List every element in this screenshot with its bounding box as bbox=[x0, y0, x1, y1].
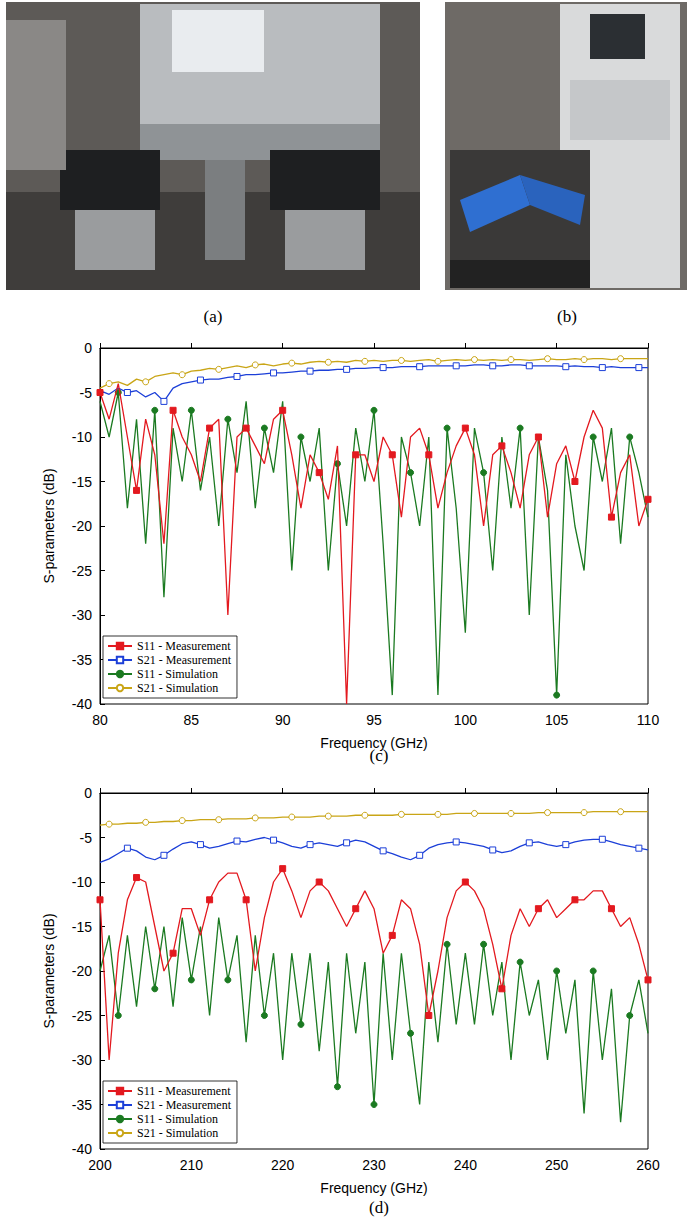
svg-text:S21 - Measurement: S21 - Measurement bbox=[137, 1098, 232, 1112]
svg-text:-40: -40 bbox=[72, 696, 92, 712]
svg-text:S-parameters (dB): S-parameters (dB) bbox=[41, 468, 57, 583]
svg-text:240: 240 bbox=[454, 1157, 478, 1173]
svg-text:Frequency (GHz): Frequency (GHz) bbox=[320, 1180, 427, 1196]
svg-text:-10: -10 bbox=[72, 874, 92, 890]
svg-text:-15: -15 bbox=[72, 474, 92, 490]
svg-text:-20: -20 bbox=[72, 963, 92, 979]
svg-text:-30: -30 bbox=[72, 1052, 92, 1068]
svg-text:(a): (a) bbox=[204, 307, 223, 326]
svg-text:(b): (b) bbox=[557, 307, 577, 326]
svg-text:S21 - Measurement: S21 - Measurement bbox=[137, 653, 232, 667]
svg-text:(c): (c) bbox=[370, 746, 389, 765]
svg-text:S11 - Measurement: S11 - Measurement bbox=[137, 1084, 231, 1098]
svg-text:100: 100 bbox=[454, 712, 478, 728]
svg-text:-10: -10 bbox=[72, 429, 92, 445]
svg-text:-5: -5 bbox=[80, 830, 93, 846]
svg-text:230: 230 bbox=[362, 1157, 386, 1173]
svg-text:80: 80 bbox=[92, 712, 108, 728]
svg-text:85: 85 bbox=[184, 712, 200, 728]
svg-text:S21 - Simulation: S21 - Simulation bbox=[137, 1126, 218, 1140]
svg-text:-25: -25 bbox=[72, 563, 92, 579]
svg-text:-35: -35 bbox=[72, 652, 92, 668]
svg-text:0: 0 bbox=[84, 340, 92, 356]
svg-text:90: 90 bbox=[275, 712, 291, 728]
svg-text:S21 - Simulation: S21 - Simulation bbox=[137, 681, 218, 695]
svg-text:105: 105 bbox=[545, 712, 569, 728]
svg-text:210: 210 bbox=[180, 1157, 204, 1173]
svg-text:200: 200 bbox=[88, 1157, 112, 1173]
svg-text:(d): (d) bbox=[369, 1198, 389, 1217]
svg-text:S11 - Measurement: S11 - Measurement bbox=[137, 639, 231, 653]
svg-text:-5: -5 bbox=[80, 385, 93, 401]
svg-text:-25: -25 bbox=[72, 1008, 92, 1024]
svg-text:S-parameters (dB): S-parameters (dB) bbox=[41, 913, 57, 1028]
svg-text:-30: -30 bbox=[72, 607, 92, 623]
svg-text:250: 250 bbox=[545, 1157, 569, 1173]
svg-text:-40: -40 bbox=[72, 1141, 92, 1157]
svg-text:95: 95 bbox=[366, 712, 382, 728]
svg-text:110: 110 bbox=[637, 712, 660, 728]
svg-text:-20: -20 bbox=[72, 518, 92, 534]
svg-text:-35: -35 bbox=[72, 1097, 92, 1113]
svg-text:-15: -15 bbox=[72, 919, 92, 935]
svg-text:0: 0 bbox=[84, 785, 92, 801]
svg-text:220: 220 bbox=[271, 1157, 295, 1173]
svg-text:260: 260 bbox=[636, 1157, 660, 1173]
svg-text:S11 - Simulation: S11 - Simulation bbox=[137, 667, 218, 681]
svg-text:Frequency (GHz): Frequency (GHz) bbox=[320, 735, 428, 751]
svg-text:S11 - Simulation: S11 - Simulation bbox=[137, 1112, 218, 1126]
